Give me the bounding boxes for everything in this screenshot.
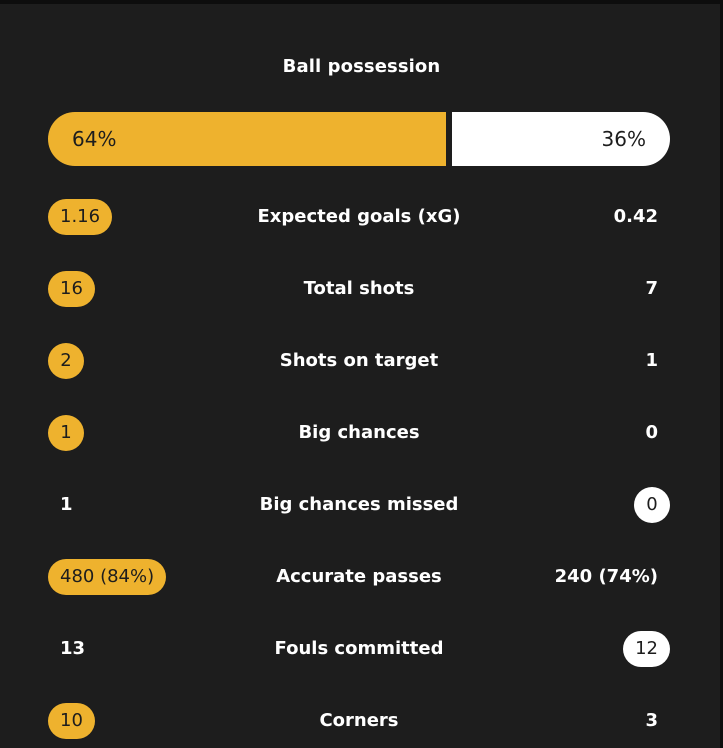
stat-home-value: 16 (48, 271, 95, 307)
stat-row: 1.16 Expected goals (xG) 0.42 (48, 199, 670, 235)
stat-home-value: 1 (60, 494, 73, 515)
stat-label: Fouls committed (274, 638, 444, 659)
stat-row: 480 (84%) Accurate passes 240 (74%) (48, 559, 670, 595)
stat-label: Total shots (303, 278, 415, 299)
possession-bar: 64% 36% (48, 112, 670, 166)
stat-away-value: 240 (74%) (554, 566, 658, 587)
stat-row: 16 Total shots 7 (48, 271, 670, 307)
stat-label: Expected goals (xG) (257, 206, 461, 227)
stat-home-value: 13 (60, 638, 86, 659)
stat-away-value: 0 (645, 422, 658, 443)
top-border (0, 0, 723, 4)
stat-label: Big chances missed (259, 494, 459, 515)
stat-away-value: 7 (645, 278, 658, 299)
possession-home-value: 64% (72, 127, 117, 151)
possession-divider (446, 112, 453, 166)
stat-away-value: 0 (634, 487, 670, 523)
stat-away-value: 1 (645, 350, 658, 371)
stat-away-value: 0.42 (613, 206, 658, 227)
stat-row: 1 Big chances 0 (48, 415, 670, 451)
stat-home-value: 10 (48, 703, 95, 739)
stat-home-value: 2 (48, 343, 84, 379)
stat-row: 1 Big chances missed 0 (48, 487, 670, 523)
stat-home-value: 480 (84%) (48, 559, 167, 595)
stat-label: Corners (319, 710, 399, 731)
stat-home-value: 1.16 (48, 199, 113, 235)
stat-home-value: 1 (48, 415, 84, 451)
stat-row: 2 Shots on target 1 (48, 343, 670, 379)
stat-label: Accurate passes (276, 566, 442, 587)
stat-away-value: 3 (645, 710, 658, 731)
possession-away-value: 36% (601, 127, 646, 151)
possession-home-segment: 64% (48, 112, 447, 166)
possession-away-segment: 36% (452, 112, 670, 166)
stat-row: 10 Corners 3 (48, 703, 670, 739)
stat-label: Big chances (298, 422, 420, 443)
stat-row: 13 Fouls committed 12 (48, 631, 670, 667)
stat-away-value: 12 (623, 631, 670, 667)
possession-title: Ball possession (282, 56, 441, 77)
stat-label: Shots on target (279, 350, 439, 371)
right-border (720, 0, 723, 748)
